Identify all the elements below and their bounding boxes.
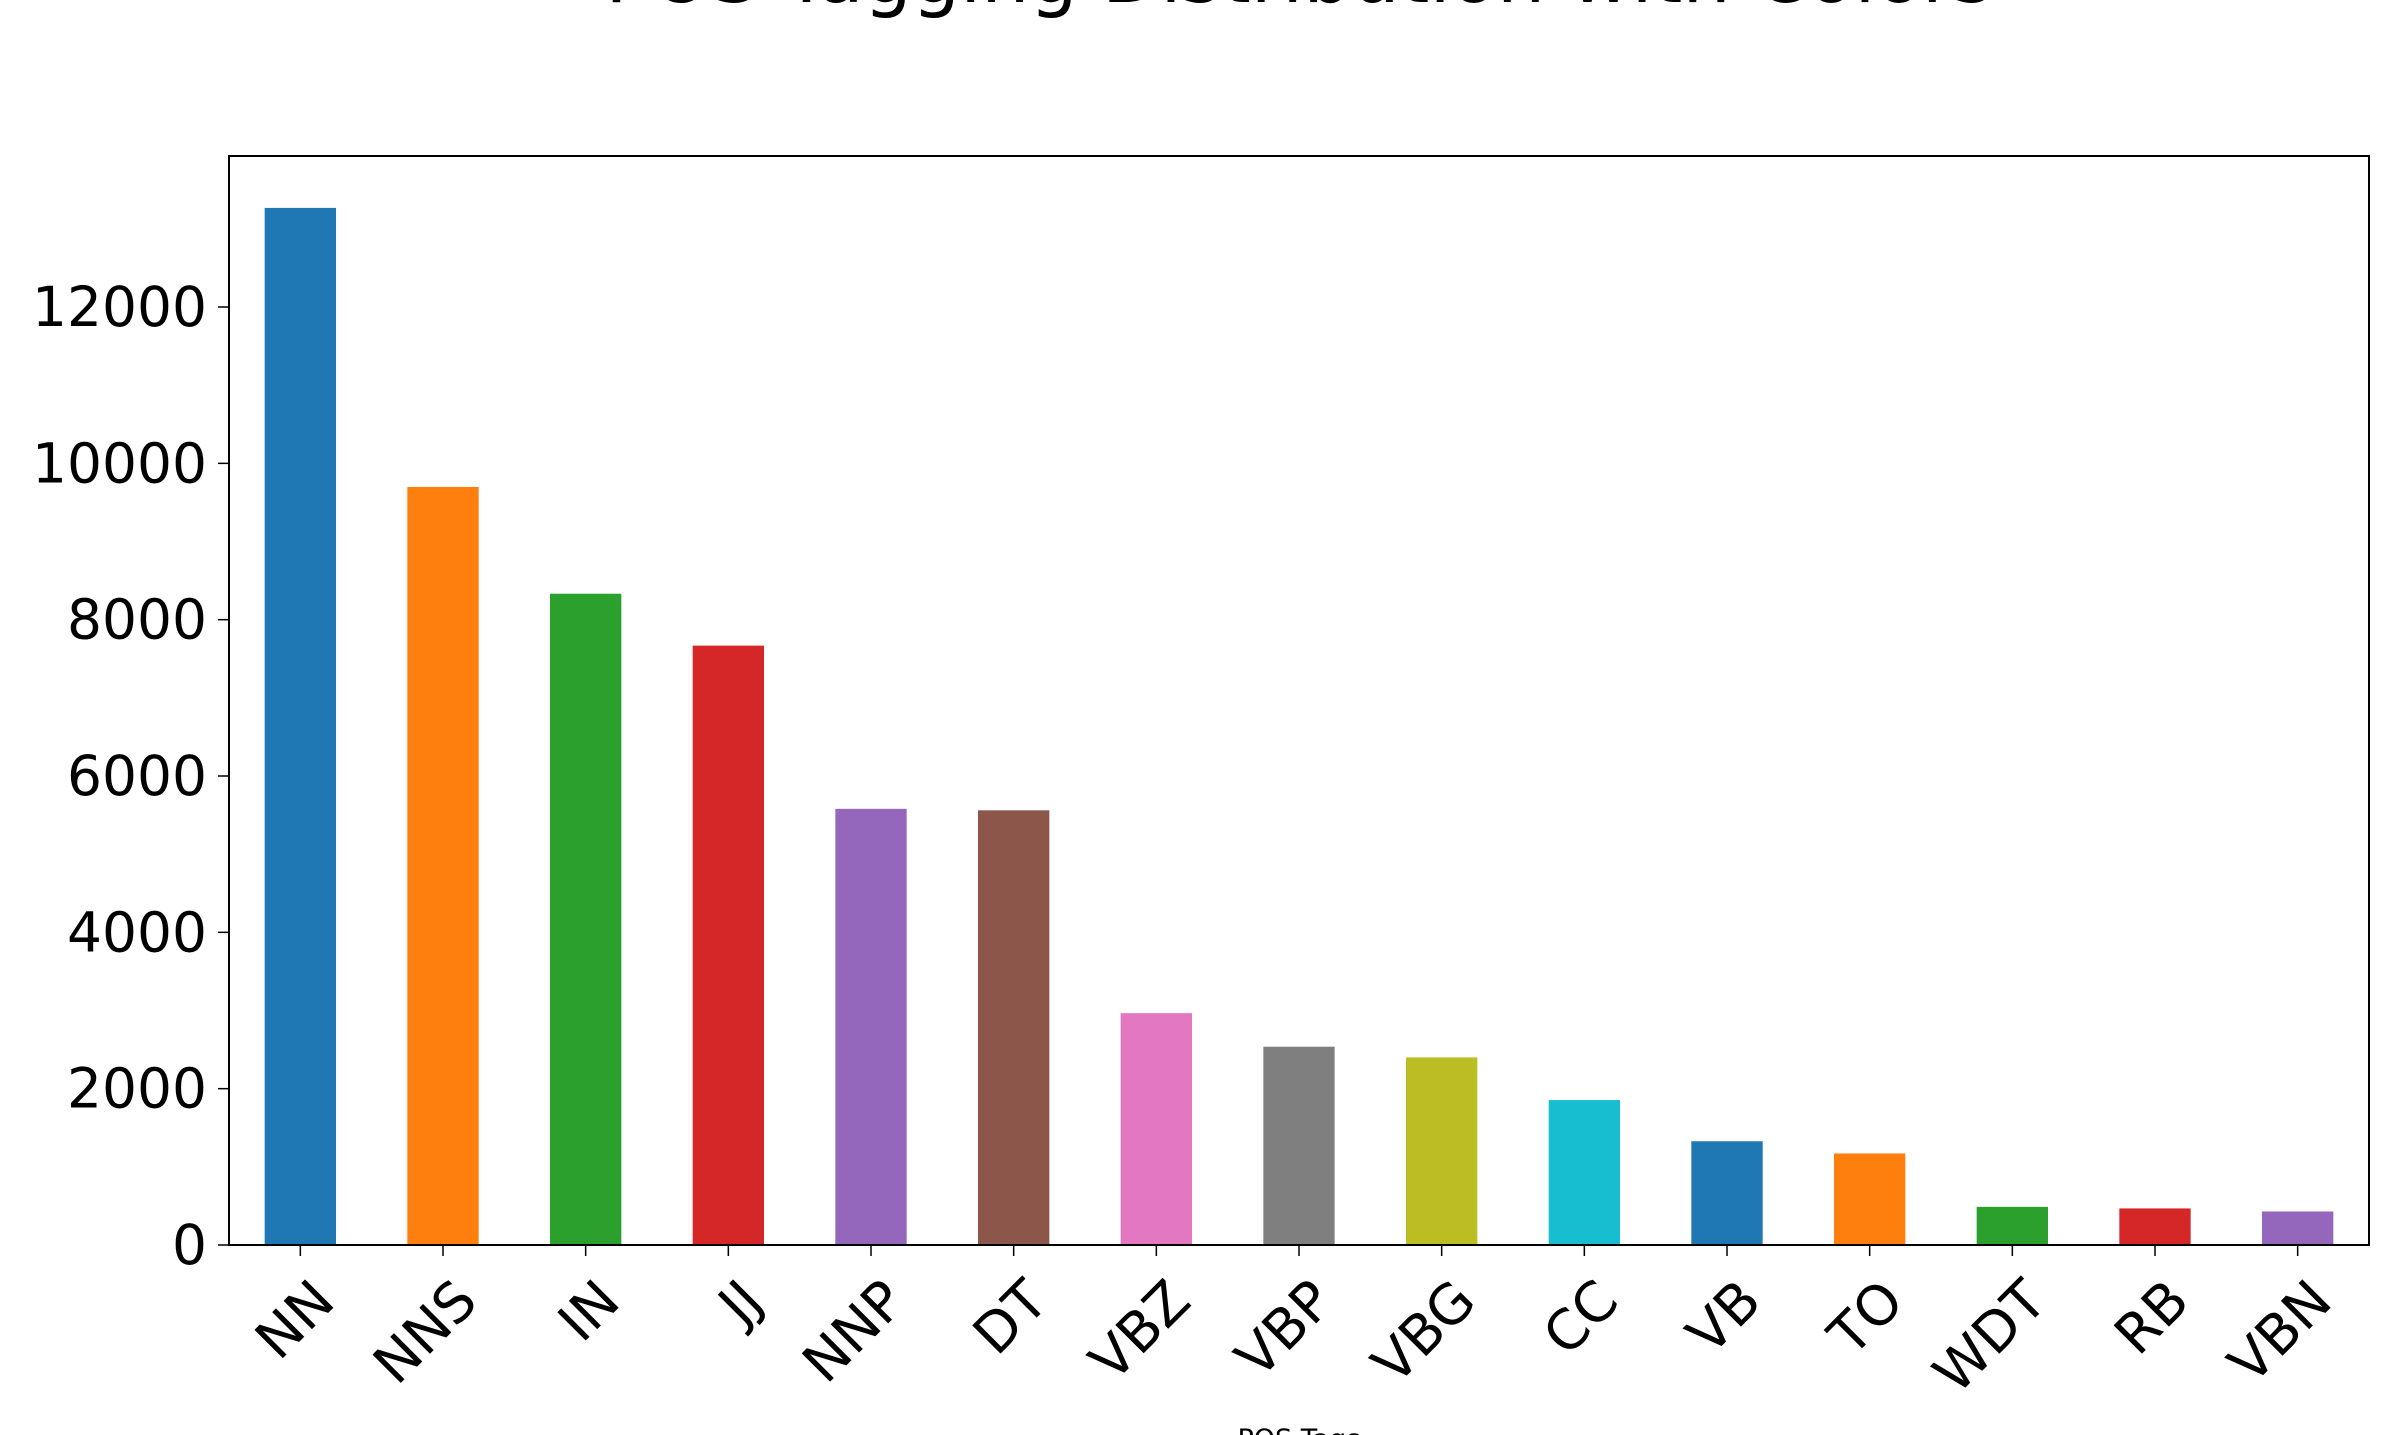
bar <box>2119 1208 2191 1245</box>
x-tick-label: TO <box>1815 1268 1915 1368</box>
x-tick-label: CC <box>1531 1268 1631 1368</box>
x-tick-label: VBP <box>1223 1268 1345 1390</box>
y-tick-label: 2000 <box>67 1057 207 1121</box>
x-tick-label: VB <box>1674 1268 1773 1367</box>
x-tick-label: DT <box>961 1268 1060 1367</box>
y-tick-label: 12000 <box>32 275 207 339</box>
x-tick-label: JJ <box>704 1268 774 1338</box>
x-tick-label: VBN <box>2216 1268 2344 1396</box>
x-tick-label: VBZ <box>1077 1268 1202 1393</box>
y-tick-label: 10000 <box>32 431 207 495</box>
x-axis-label: POS Tags <box>1237 1424 1360 1435</box>
x-tick-label: WDT <box>1921 1268 2059 1406</box>
bar <box>1120 1013 1192 1245</box>
bar <box>264 207 336 1245</box>
bar <box>978 810 1050 1245</box>
plot-frame <box>228 155 2370 1246</box>
x-tick-label: RB <box>2102 1268 2201 1367</box>
y-tick-label: 8000 <box>67 588 207 652</box>
y-tick-label: 6000 <box>67 744 207 808</box>
x-tick-label: NNP <box>790 1268 917 1395</box>
bar <box>1548 1100 1620 1245</box>
bar <box>1976 1206 2048 1245</box>
bar <box>407 486 479 1245</box>
y-tick-label: 0 <box>172 1213 207 1277</box>
bar <box>692 645 764 1245</box>
bar <box>2262 1211 2334 1245</box>
bar <box>1834 1153 1906 1245</box>
bar <box>835 808 907 1245</box>
bar <box>550 593 622 1245</box>
bar <box>1691 1141 1763 1245</box>
x-tick-label: NNS <box>361 1268 489 1396</box>
x-tick-label: IN <box>546 1268 632 1354</box>
y-tick-label: 4000 <box>67 900 207 964</box>
bar <box>1406 1057 1478 1245</box>
chart-title: POS Tagging Distribution with Colors <box>605 0 1993 20</box>
x-tick-label: VBG <box>1360 1268 1488 1396</box>
bar <box>1263 1046 1335 1245</box>
x-tick-label: NN <box>243 1268 346 1371</box>
